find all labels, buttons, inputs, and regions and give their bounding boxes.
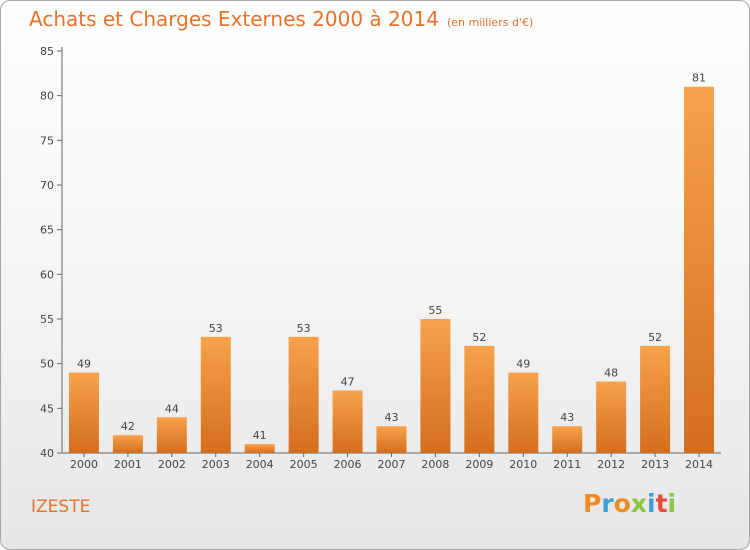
x-tick-label-2012: 2012 [597,458,625,471]
logo-letter: x [630,489,647,518]
x-tick-label-2007: 2007 [378,458,406,471]
bar-2013 [640,345,671,453]
logo-letter: o [613,489,631,518]
logo-letter: i [667,489,677,518]
x-tick-label-2009: 2009 [465,458,493,471]
bar-2006 [332,390,363,453]
x-tick-label-2014: 2014 [685,458,713,471]
x-tick-label-2005: 2005 [290,458,318,471]
bar-2007 [376,426,407,453]
x-tick-label-2006: 2006 [334,458,362,471]
bar-2004 [244,444,275,453]
bar-2008 [420,319,451,453]
bar-2002 [156,417,187,453]
y-tick-label: 80 [40,90,54,103]
bar-2012 [596,381,627,453]
value-label-2006: 47 [341,375,355,388]
y-tick-label: 65 [40,224,54,237]
bar-2009 [464,345,495,453]
logo-letter: t [655,489,668,518]
value-label-2003: 53 [209,322,223,335]
y-tick-label: 40 [40,447,54,460]
commune-name: IZESTE [31,497,91,517]
value-label-2007: 43 [385,411,399,424]
x-tick-label-2002: 2002 [158,458,186,471]
value-label-2014: 81 [692,72,706,85]
value-label-2009: 52 [472,331,486,344]
bar-2010 [508,372,539,453]
x-tick-label-2003: 2003 [202,458,230,471]
y-tick-label: 70 [40,179,54,192]
y-tick-label: 60 [40,268,54,281]
y-tick-label: 45 [40,402,54,415]
y-tick-label: 50 [40,358,54,371]
bar-2000 [68,372,99,453]
x-tick-label-2000: 2000 [70,458,98,471]
bar-2005 [288,336,319,453]
value-label-2000: 49 [77,358,91,371]
value-label-2004: 41 [253,429,267,442]
x-tick-label-2011: 2011 [553,458,581,471]
value-label-2002: 44 [165,402,179,415]
x-tick-label-2001: 2001 [114,458,142,471]
x-tick-label-2010: 2010 [509,458,537,471]
bar-2001 [112,435,143,453]
chart-title-text: Achats et Charges Externes 2000 à 2014 [29,7,439,31]
value-label-2010: 49 [516,358,530,371]
x-tick-label-2004: 2004 [246,458,274,471]
value-label-2001: 42 [121,420,135,433]
chart-title: Achats et Charges Externes 2000 à 2014 (e… [29,7,533,31]
logo-letter: i [647,489,656,518]
chart-unit: (en milliers d'€) [446,16,534,29]
y-tick-label: 55 [40,313,54,326]
logo-letter: r [601,489,614,518]
x-tick-label-2013: 2013 [641,458,669,471]
bar-2014 [684,86,715,453]
bar-2011 [552,426,583,453]
x-tick-label-2008: 2008 [421,458,449,471]
value-label-2005: 53 [297,322,311,335]
value-label-2013: 52 [648,331,662,344]
y-tick-label: 85 [40,45,54,58]
bar-2003 [200,336,231,453]
logo-letter: P [583,489,602,518]
y-tick-label: 75 [40,134,54,147]
proxiti-logo: Proxiti [583,489,676,518]
value-label-2008: 55 [428,304,442,317]
value-label-2012: 48 [604,367,618,380]
value-label-2011: 43 [560,411,574,424]
